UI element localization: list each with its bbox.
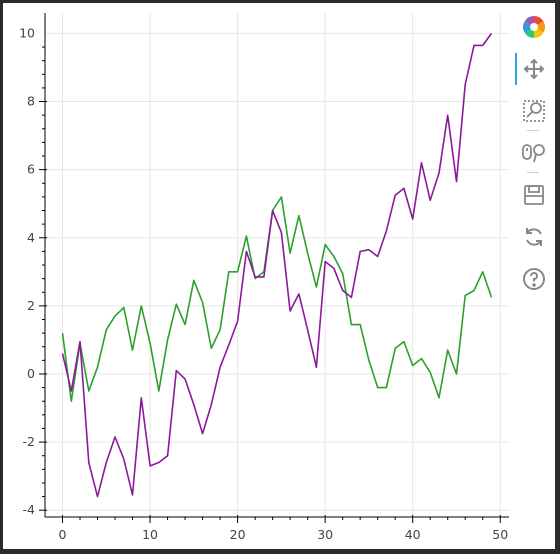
series-line-2 — [61, 32, 493, 498]
line-chart: 0 10 20 30 40 50 -4 -2 0 2 4 6 8 10 — [19, 13, 509, 542]
x-tick-label: 30 — [317, 527, 333, 542]
series-line-1 — [61, 196, 493, 403]
x-tick-label: 50 — [492, 527, 508, 542]
plot-canvas[interactable]: 0 10 20 30 40 50 -4 -2 0 2 4 6 8 10 — [3, 3, 555, 549]
save-icon[interactable] — [517, 179, 551, 211]
x-tick-label: 10 — [142, 527, 158, 542]
x-tick-label: 40 — [405, 527, 421, 542]
box-zoom-icon[interactable] — [517, 95, 551, 127]
y-tick-label: 4 — [27, 230, 35, 245]
y-tick-label: -2 — [23, 434, 35, 449]
axes: 0 10 20 30 40 50 -4 -2 0 2 4 6 8 10 — [19, 13, 509, 542]
toolbar-divider — [527, 172, 539, 173]
x-tick-label: 0 — [59, 527, 67, 542]
reset-icon[interactable] — [517, 221, 551, 253]
x-tick-label: 20 — [230, 527, 246, 542]
y-tick-label: 2 — [27, 298, 35, 313]
series-group — [61, 32, 493, 498]
y-tick-label: 6 — [27, 162, 35, 177]
y-tick-label: 8 — [27, 94, 35, 109]
grid — [45, 13, 509, 517]
wheel-zoom-icon[interactable] — [517, 137, 551, 169]
toolbar — [513, 11, 557, 301]
y-tick-label: 10 — [19, 25, 35, 40]
y-tick-label: 0 — [27, 366, 35, 381]
toolbar-divider — [527, 130, 539, 131]
help-icon[interactable] — [517, 263, 551, 295]
pan-icon[interactable] — [515, 53, 551, 85]
bokeh-logo-icon[interactable] — [517, 11, 551, 43]
y-tick-label: -4 — [23, 502, 36, 517]
